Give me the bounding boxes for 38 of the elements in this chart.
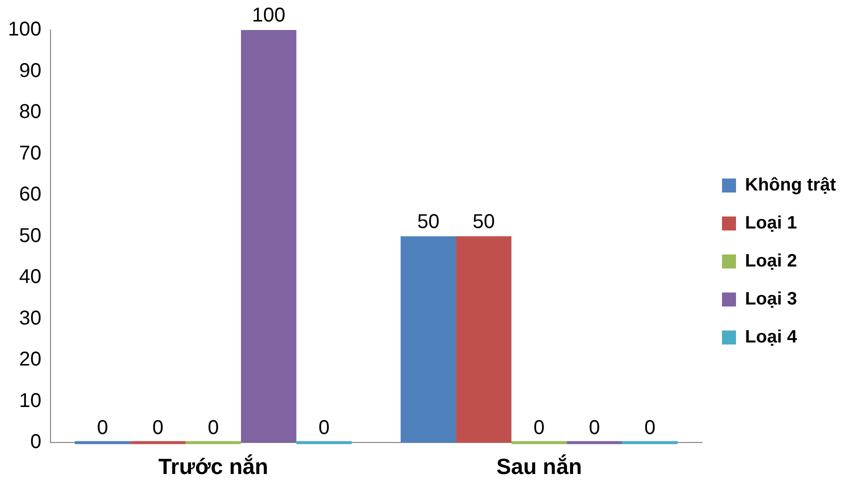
legend-label: Loại 4 (745, 326, 798, 346)
y-tick-label: 80 (19, 101, 42, 124)
bar (130, 441, 186, 444)
bar (566, 441, 622, 444)
data-label: 0 (96, 417, 108, 440)
y-tick-label: 50 (19, 224, 42, 247)
y-tick-label: 0 (30, 431, 42, 454)
bar (456, 236, 512, 443)
y-tick-label: 70 (19, 142, 42, 164)
x-tick-label: Trước nắn (158, 454, 268, 479)
bar (74, 441, 130, 444)
data-label: 50 (472, 210, 495, 233)
legend-label: Không trật (745, 174, 836, 194)
data-label: 0 (644, 417, 656, 440)
y-tick-label: 10 (19, 390, 42, 412)
bar (400, 236, 456, 443)
y-tick-label: 90 (19, 60, 42, 82)
legend-label: Loại 2 (745, 250, 798, 270)
data-label: 0 (588, 417, 600, 440)
bar (622, 441, 678, 444)
legend-label: Loại 1 (745, 212, 798, 232)
data-label: 0 (318, 417, 330, 440)
bar (296, 441, 352, 444)
x-tick-label: Sau nắn (496, 454, 582, 479)
data-label: 50 (417, 210, 440, 233)
data-label: 100 (252, 4, 286, 27)
data-label: 0 (534, 417, 545, 440)
legend-label: Loại 3 (745, 288, 798, 308)
y-tick-label: 100 (8, 18, 42, 41)
data-label: 0 (152, 417, 164, 440)
y-tick-label: 20 (19, 348, 42, 371)
bar (186, 441, 241, 444)
y-tick-label: 40 (19, 266, 42, 288)
data-label: 0 (208, 417, 219, 440)
y-tick-label: 30 (19, 307, 42, 330)
bar (240, 30, 296, 443)
bar (511, 441, 567, 444)
y-tick-label: 60 (19, 184, 42, 206)
